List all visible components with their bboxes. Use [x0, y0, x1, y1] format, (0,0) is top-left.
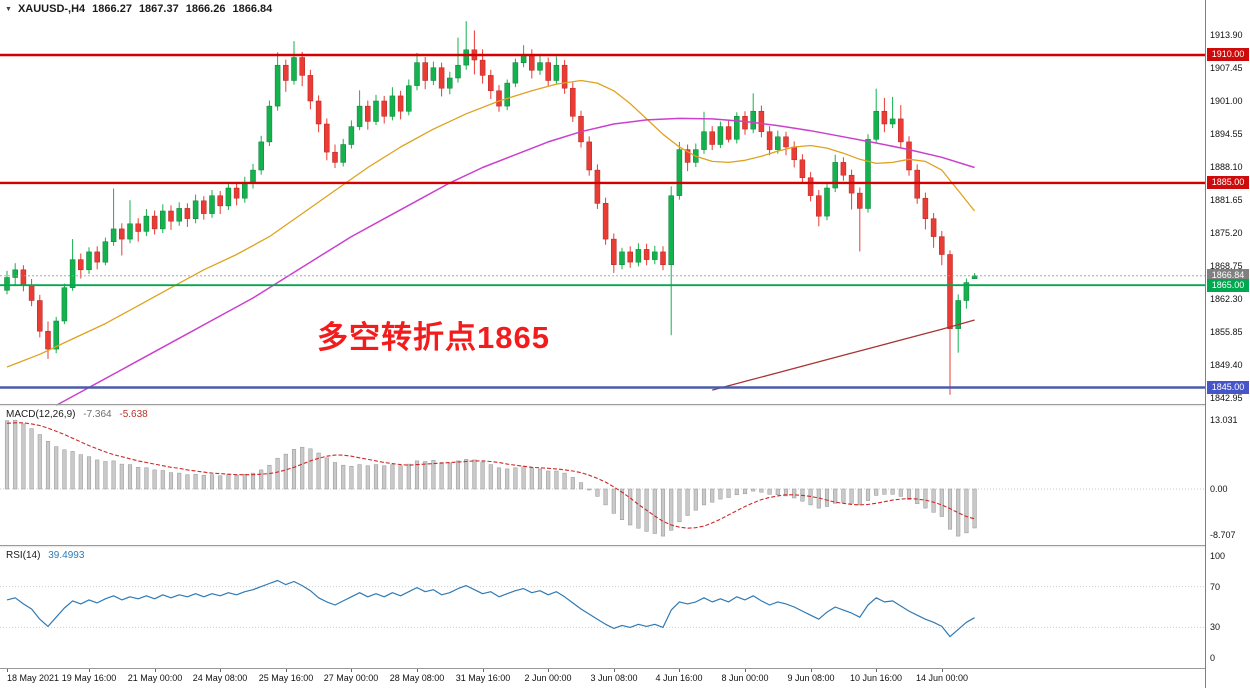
time-axis-label: 21 May 00:00 [127, 673, 183, 683]
rsi-axis-label: 30 [1210, 622, 1221, 633]
time-tick [745, 669, 746, 672]
price-axis[interactable]: 1842.95 1849.40 1855.85 1862.30 1868.75 1875.… [1205, 0, 1250, 688]
time-tick [942, 669, 943, 672]
time-tick [155, 669, 156, 672]
time-tick [876, 669, 877, 672]
time-axis-label: 28 May 08:00 [389, 673, 445, 683]
time-axis-label: 9 Jun 08:00 [787, 673, 835, 683]
time-axis-label: 24 May 08:00 [192, 673, 248, 683]
price-badge-1865.00: 1865.00 [1207, 278, 1249, 292]
time-axis-label: 8 Jun 00:00 [721, 673, 769, 683]
macd-axis-label: -8.707 [1210, 530, 1236, 541]
price-axis-label: 1901.00 [1210, 96, 1243, 106]
time-axis-label: 18 May 2021 [7, 673, 60, 683]
chart-title: ▼ XAUUSD-,H4 1866.27 1867.37 1866.26 186… [5, 3, 272, 15]
rsi-value: 39.4993 [48, 550, 85, 561]
price-axis-label: 1862.30 [1210, 294, 1243, 304]
rsi-axis-label: 100 [1210, 551, 1226, 561]
price-badge-1885.00: 1885.00 [1207, 176, 1249, 190]
price-axis-label: 1888.10 [1210, 162, 1243, 172]
macd-signal-line [6, 422, 975, 529]
macd-name: MACD(12,26,9) [6, 409, 76, 420]
price-axis-label: 1913.90 [1210, 30, 1243, 40]
price-badge-1910.00: 1910.00 [1207, 48, 1249, 62]
price-badge-1845.00: 1845.00 [1207, 381, 1249, 394]
time-tick [614, 669, 615, 672]
macd-signal-value: -5.638 [119, 409, 148, 420]
ohlc-low-value: 1866.26 [185, 3, 226, 15]
candles-layer [4, 21, 978, 395]
time-tick [220, 669, 221, 672]
time-tick [7, 669, 8, 672]
time-tick [89, 669, 90, 672]
time-tick [351, 669, 352, 672]
time-axis-label: 27 May 00:00 [323, 673, 379, 683]
symbol-period-label: XAUUSD-,H4 [17, 3, 86, 15]
ma-long [712, 319, 975, 391]
price-axis-label: 1868.75 [1210, 261, 1243, 271]
time-tick [679, 669, 680, 672]
time-axis-label: 19 May 16:00 [61, 673, 117, 683]
time-tick [548, 669, 549, 672]
ma-fast [6, 79, 976, 368]
macd-main-value: -7.364 [83, 409, 112, 420]
rsi-axis-label: 70 [1210, 581, 1221, 592]
rsi-name: RSI(14) [6, 550, 41, 561]
price-axis-label: 1875.20 [1210, 228, 1243, 238]
rsi-line [6, 579, 975, 638]
time-tick [286, 669, 287, 672]
macd-axis-label: 13.031 [1210, 415, 1238, 425]
time-tick [483, 669, 484, 672]
price-axis-label: 1894.55 [1210, 129, 1243, 139]
ma-slow [55, 117, 975, 407]
ohlc-high-value: 1867.37 [138, 3, 179, 15]
price-axis-label: 1881.65 [1210, 195, 1243, 205]
ohlc-close-value: 1866.84 [232, 3, 273, 15]
time-tick [417, 669, 418, 672]
price-axis-label: 1849.40 [1210, 360, 1243, 370]
chart-marker-icon: ▼ [5, 5, 12, 13]
time-axis-label: 3 Jun 08:00 [590, 673, 638, 683]
time-axis-label: 14 Jun 00:00 [915, 673, 969, 683]
macd-indicator-label: MACD(12,26,9) -7.364 -5.638 [6, 409, 148, 420]
time-axis-label: 4 Jun 16:00 [655, 673, 703, 683]
macd-axis-label: 0.00 [1210, 484, 1228, 494]
price-axis-label: 1907.45 [1210, 63, 1243, 73]
time-axis-label: 2 Jun 00:00 [524, 673, 572, 683]
time-tick [811, 669, 812, 672]
time-axis-label: 10 Jun 16:00 [849, 673, 903, 683]
price-axis-label: 1842.95 [1210, 393, 1243, 403]
time-axis[interactable]: 18 May 2021 19 May 16:00 21 May 00:00 24 Ma… [0, 669, 1205, 688]
time-axis-label: 31 May 16:00 [455, 673, 511, 683]
price-axis-label: 1855.85 [1210, 327, 1243, 337]
annotation-text[interactable]: 多空转折点1865 [317, 320, 550, 355]
rsi-axis-label: 0 [1210, 653, 1216, 663]
time-axis-label: 25 May 16:00 [258, 673, 314, 683]
macd-histogram-layer [4, 419, 977, 537]
ohlc-open-value: 1866.27 [92, 3, 132, 15]
rsi-indicator-label: RSI(14) 39.4993 [6, 550, 84, 561]
